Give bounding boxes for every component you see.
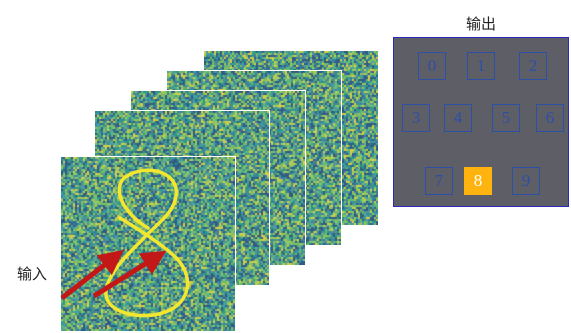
input-image: [60, 156, 236, 332]
output-digit-1: 1: [467, 52, 495, 80]
output-label: 输出: [466, 15, 497, 33]
output-digit-8: 8: [464, 167, 492, 195]
input-label: 输入: [17, 265, 48, 283]
output-digit-3: 3: [402, 104, 430, 132]
output-panel: 0 1 2 3 4 5 6 7 8 9: [393, 37, 569, 207]
output-digit-0: 0: [418, 52, 446, 80]
output-digit-7: 7: [425, 167, 453, 195]
output-digit-6: 6: [536, 104, 564, 132]
output-digit-2: 2: [519, 52, 547, 80]
output-digit-5: 5: [492, 104, 520, 132]
output-digit-9: 9: [512, 167, 540, 195]
output-digit-4: 4: [444, 104, 472, 132]
